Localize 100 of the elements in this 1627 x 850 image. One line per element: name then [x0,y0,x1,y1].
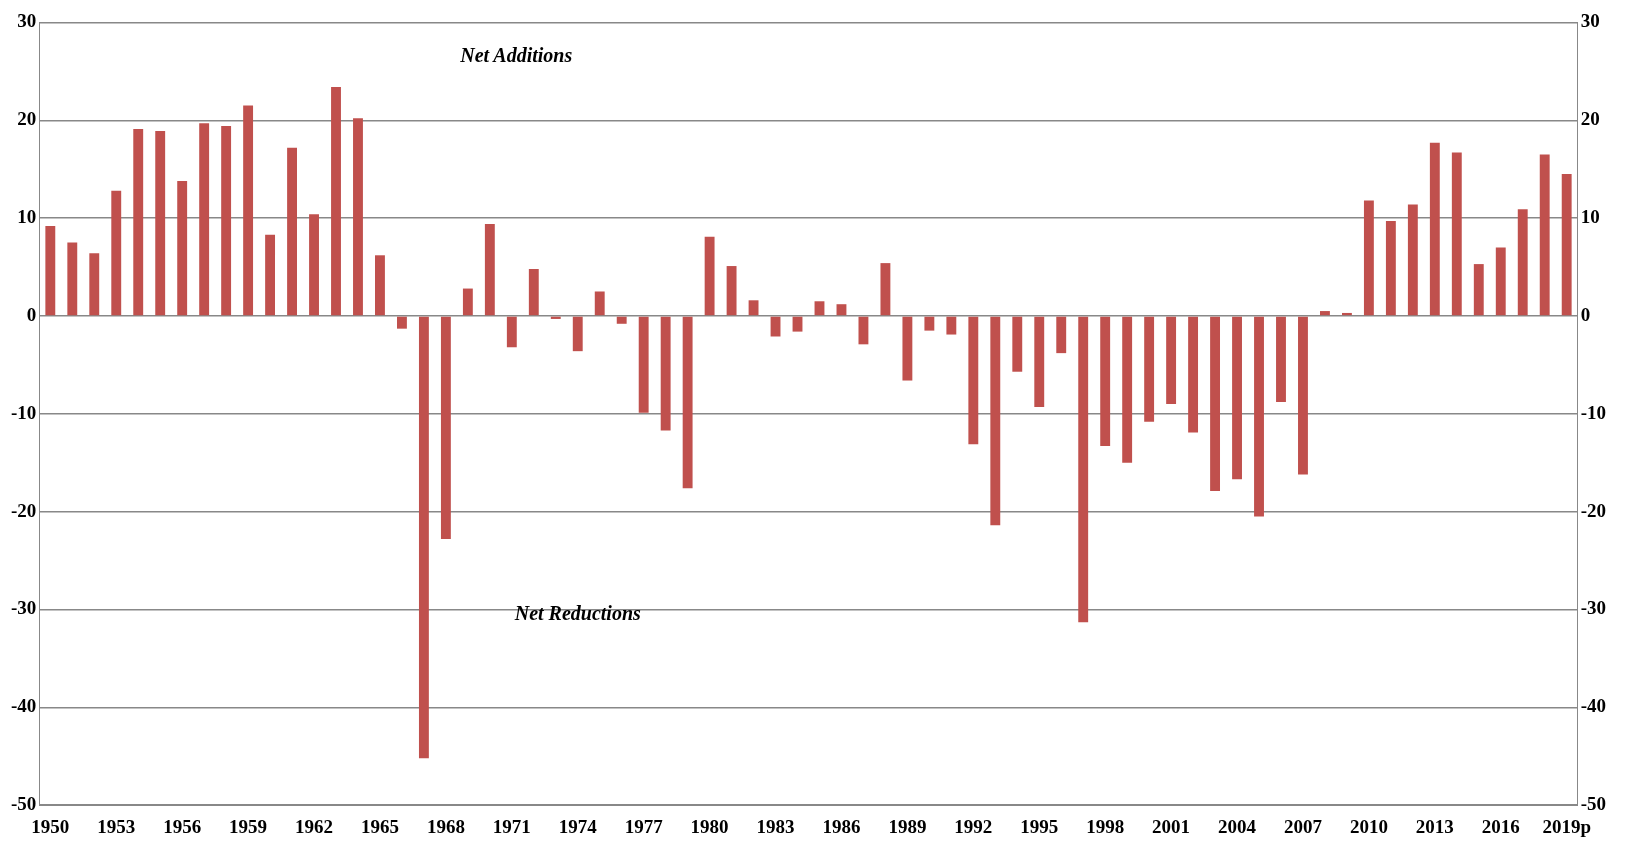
bar [1495,247,1506,316]
bar [1298,316,1308,475]
y2-tick-label: -30 [1580,597,1606,619]
bar [1385,221,1396,316]
bar [726,266,737,316]
x-tick-label: 1956 [163,815,202,837]
x-tick-label: 1983 [756,815,795,837]
bar [968,316,979,445]
bar [1517,209,1528,316]
bar [1144,316,1155,422]
x-tick-label: 1986 [822,815,861,837]
bar [572,316,583,352]
bar [1276,316,1286,403]
bar [1363,200,1374,316]
x-tick-label: 1950 [31,815,70,837]
y2-tick-label: -50 [1580,793,1606,815]
x-tick-label: 1977 [624,815,664,837]
x-tick-label: 2010 [1349,815,1388,837]
bar [1407,204,1418,316]
bar [506,316,517,348]
bar [858,316,869,345]
annotation: Net Reductions [513,602,642,625]
bar [396,316,407,329]
y2-tick-label: 10 [1580,206,1600,228]
bar [704,236,715,316]
annotation: Net Additions [459,43,573,66]
bar [946,316,957,335]
bar [880,263,891,316]
bar [682,316,693,489]
y-tick-label: 10 [17,206,37,228]
x-tick-label: 1971 [492,815,531,837]
bar [1210,316,1221,492]
bar [199,123,210,316]
bar [528,268,539,316]
bar [1122,316,1133,463]
y2-tick-label: 0 [1580,303,1591,325]
bar [133,129,144,316]
y2-tick-label: 30 [1580,10,1600,32]
bar [484,223,495,316]
bar [375,255,385,316]
bar [353,118,363,316]
bar [155,131,166,316]
x-tick-label: 1965 [360,815,399,837]
bar [221,126,232,316]
bar [990,316,1001,526]
y-tick-label: 20 [17,108,37,130]
y2-tick-label: -20 [1580,499,1606,521]
bar [1012,316,1023,372]
bar [1539,154,1550,316]
y-tick-label: 0 [26,303,37,325]
bar [1034,316,1045,407]
y-tick-label: -20 [11,499,37,521]
bar [814,301,825,316]
x-tick-label: 1959 [229,815,268,837]
bar [616,316,627,324]
x-tick-label: 1995 [1020,815,1059,837]
x-tick-label: 1992 [954,815,993,837]
y2-tick-label: 20 [1580,108,1600,130]
bar [177,180,188,316]
bar [331,86,341,316]
x-tick-label: 2013 [1415,815,1454,837]
bar [440,316,451,540]
x-tick-label: 1962 [295,815,334,837]
bar [924,316,935,331]
bar [1473,264,1484,316]
y2-tick-label: -40 [1580,695,1606,717]
x-tick-label: 1953 [97,815,136,837]
bar [748,300,759,316]
bar [1232,316,1242,480]
y-tick-label: -40 [11,695,37,717]
bar [792,316,803,332]
y-tick-label: -30 [11,597,37,619]
x-tick-label: 2016 [1481,815,1520,837]
bar [1100,316,1111,447]
bar [111,190,122,316]
bar [660,316,671,431]
bar [1451,152,1462,316]
y2-tick-label: -10 [1580,401,1606,423]
x-tick-label: 2019p [1542,815,1591,837]
bar [243,105,254,316]
y-tick-label: -10 [11,401,37,423]
x-tick-label: 1968 [426,815,465,837]
bar [45,225,56,316]
bar [1429,142,1440,316]
x-tick-label: 1998 [1086,815,1125,837]
bar [836,304,847,316]
x-tick-label: 2001 [1152,815,1191,837]
x-tick-label: 1980 [690,815,729,837]
bar [418,316,429,759]
y-tick-label: -50 [11,793,37,815]
bar [287,147,297,316]
bar [1166,316,1177,405]
x-tick-label: 2004 [1218,815,1257,837]
x-tick-label: 2007 [1283,815,1323,837]
bar [902,316,913,381]
bar [1320,311,1330,316]
bar [67,242,78,316]
bar [594,291,605,316]
bar [462,288,473,316]
bar [1188,316,1199,433]
